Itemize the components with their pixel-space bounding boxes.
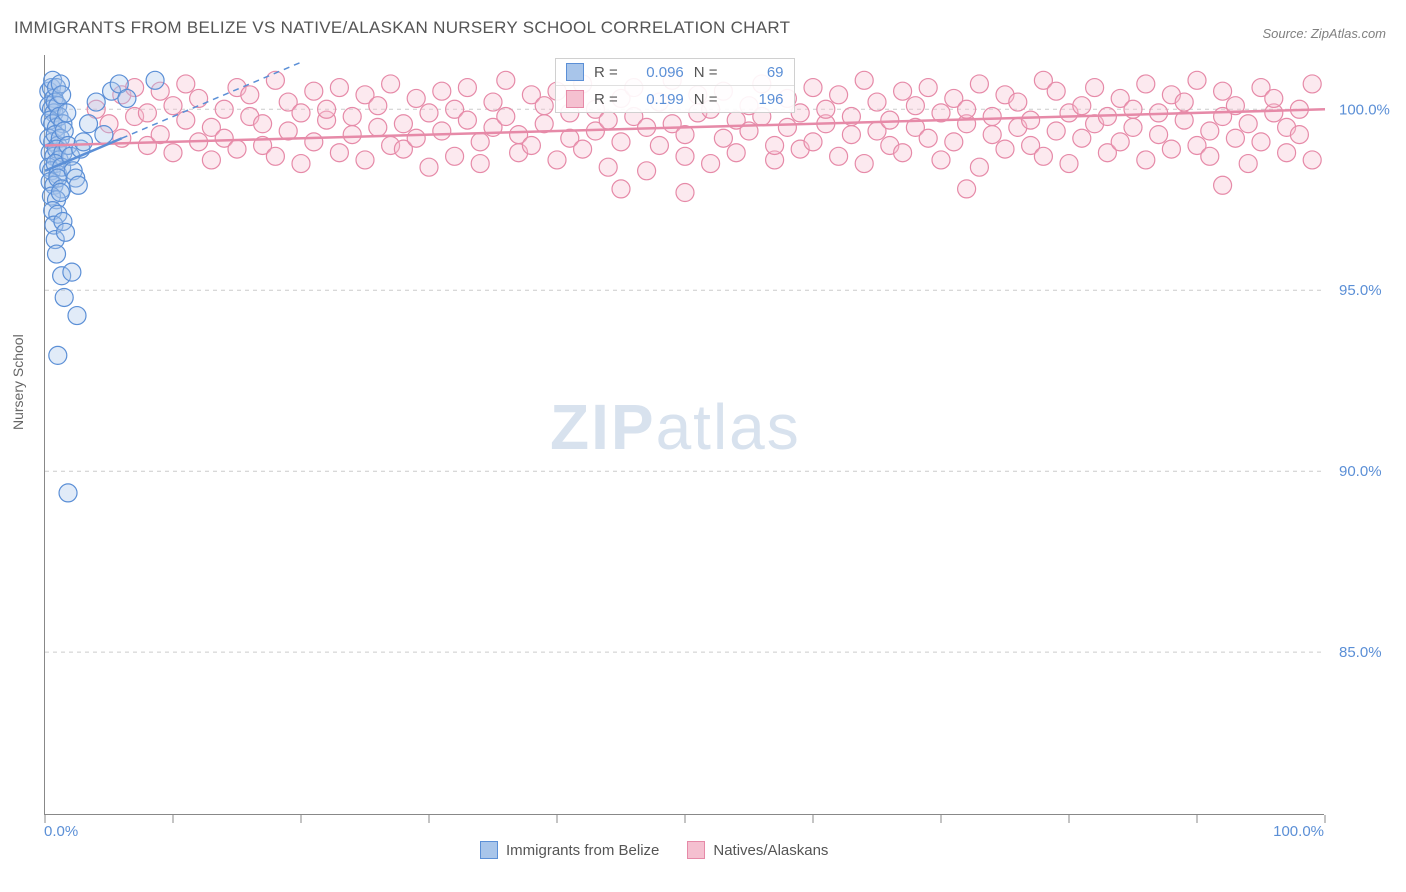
legend-label: Immigrants from Belize xyxy=(506,842,659,859)
chart-title: IMMIGRANTS FROM BELIZE VS NATIVE/ALASKAN… xyxy=(14,18,790,38)
y-axis-label: Nursery School xyxy=(10,334,26,430)
r-label: R = xyxy=(594,91,618,108)
swatch-natives xyxy=(566,90,584,108)
svg-text:85.0%: 85.0% xyxy=(1339,644,1382,661)
scatter-svg: 85.0%90.0%95.0%100.0% xyxy=(45,55,1324,814)
swatch-belize xyxy=(566,63,584,81)
svg-text:95.0%: 95.0% xyxy=(1339,282,1382,299)
x-max-label: 100.0% xyxy=(1273,823,1324,840)
r-value: 0.199 xyxy=(628,91,684,108)
swatch-belize-2 xyxy=(480,841,498,859)
n-value: 69 xyxy=(728,64,784,81)
plot-area: 85.0%90.0%95.0%100.0% xyxy=(44,55,1324,815)
chart-container: IMMIGRANTS FROM BELIZE VS NATIVE/ALASKAN… xyxy=(0,0,1406,892)
r-label: R = xyxy=(594,64,618,81)
correlation-legend: R = 0.096 N = 69 R = 0.199 N = 196 xyxy=(555,58,795,113)
legend-item-belize: Immigrants from Belize xyxy=(480,841,659,859)
legend-row-natives: R = 0.199 N = 196 xyxy=(556,86,794,112)
x-min-label: 0.0% xyxy=(44,823,78,840)
legend-label: Natives/Alaskans xyxy=(713,842,828,859)
series-legend: Immigrants from Belize Natives/Alaskans xyxy=(480,841,828,859)
n-label: N = xyxy=(694,91,718,108)
n-value: 196 xyxy=(728,91,784,108)
svg-text:90.0%: 90.0% xyxy=(1339,463,1382,480)
legend-item-natives: Natives/Alaskans xyxy=(687,841,828,859)
svg-text:100.0%: 100.0% xyxy=(1339,101,1390,118)
swatch-natives-2 xyxy=(687,841,705,859)
r-value: 0.096 xyxy=(628,64,684,81)
n-label: N = xyxy=(694,64,718,81)
legend-row-belize: R = 0.096 N = 69 xyxy=(556,59,794,86)
source-attribution: Source: ZipAtlas.com xyxy=(1262,26,1386,41)
